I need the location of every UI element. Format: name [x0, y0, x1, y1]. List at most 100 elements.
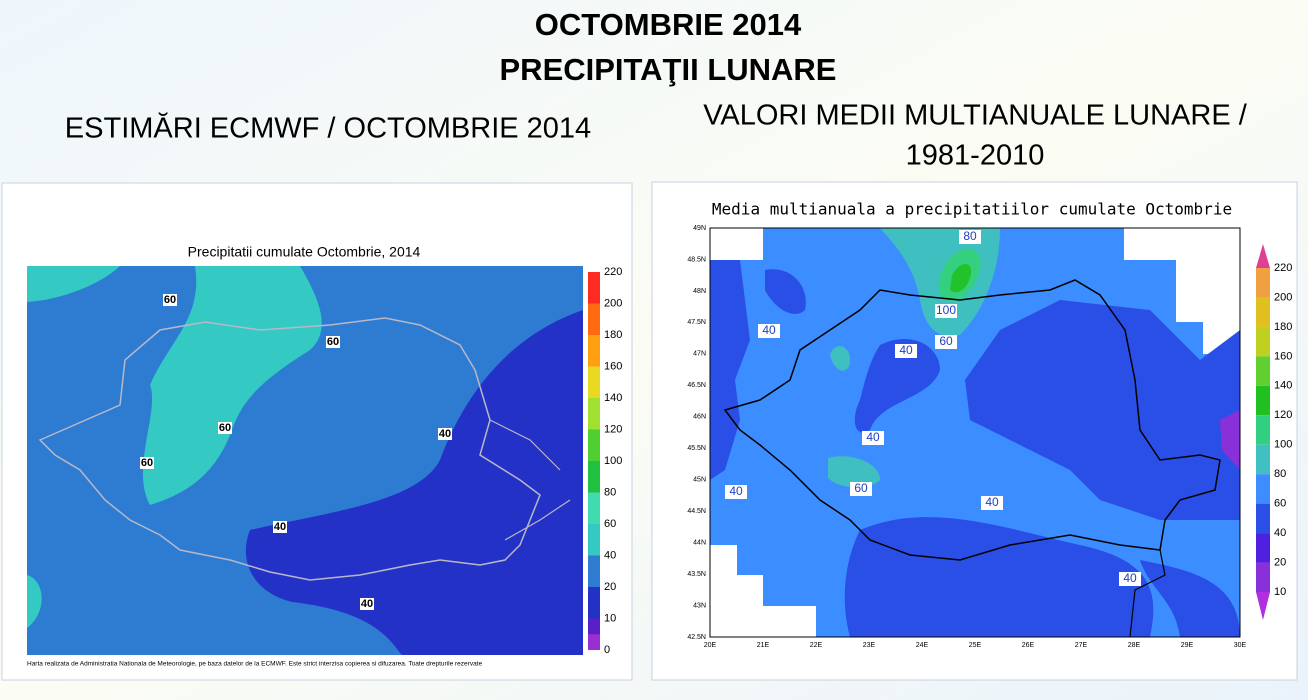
lat-label: 46N [693, 414, 706, 421]
label-box [935, 335, 957, 349]
colorbar-label: 40 [1274, 527, 1286, 539]
lat-label: 45N [693, 477, 706, 484]
color-band [1256, 268, 1270, 298]
right-heading: VALORI MEDII MULTIANUALE LUNARE / [703, 100, 1248, 132]
contour-label: 40 [1123, 571, 1137, 585]
colorbar-label: 160 [604, 360, 622, 372]
colorbar-label: 180 [1274, 321, 1292, 333]
right-colorbar: 220 200 180 160 140 120 100 80 60 40 20 10 [1256, 244, 1292, 620]
label-box [725, 485, 747, 499]
lon-label: 20E [704, 642, 717, 649]
color-band [1256, 356, 1270, 386]
color-end [1256, 592, 1270, 620]
color-band [588, 555, 600, 587]
label-box [360, 598, 374, 610]
color-band [1256, 415, 1270, 445]
colorbar-label: 20 [604, 581, 616, 593]
lon-label: 26E [1022, 642, 1035, 649]
colorbar-label: 200 [604, 297, 622, 309]
lat-label: 49N [693, 225, 706, 232]
color-band [1256, 326, 1270, 357]
lat-label: 48.5N [687, 256, 706, 263]
colorbar-label: 80 [604, 486, 616, 498]
color-band [588, 366, 600, 398]
field [27, 575, 42, 628]
colorbar-label: 10 [1274, 586, 1286, 598]
field [1140, 560, 1240, 637]
contour-label: 40 [274, 521, 286, 533]
lat-label: 47.5N [687, 319, 706, 326]
frame [709, 227, 1241, 638]
color-band [588, 272, 600, 304]
label-box [895, 344, 917, 358]
lon-label: 21E [757, 642, 770, 649]
color-band [588, 303, 600, 335]
right-heading: 1981-2010 [906, 140, 1045, 172]
border [723, 279, 1221, 561]
right-map [709, 227, 1241, 638]
right-axes: 49N 48.5N 48N 47.5N 47N 46.5N 46N 45.5N 45N 44.5N… [687, 225, 1246, 649]
contour-label: 40 [361, 598, 373, 610]
contour-label: 40 [729, 484, 743, 498]
contour-label: 60 [219, 422, 231, 434]
color-band [588, 587, 600, 619]
color-band [1256, 474, 1270, 504]
subtitle: PRECIPITAŢII LUNARE [500, 52, 837, 87]
no-data [710, 228, 1240, 637]
field [765, 269, 806, 314]
colorbar-label: 120 [1274, 409, 1292, 421]
colorbar-label: 120 [604, 423, 622, 435]
lat-label: 43.5N [687, 571, 706, 578]
lon-label: 23E [863, 642, 876, 649]
lon-label: 22E [810, 642, 823, 649]
colorbar-label: 160 [1274, 350, 1292, 362]
contour-label: 80 [963, 229, 977, 243]
color-band [1256, 297, 1270, 327]
colorbar-label: 10 [604, 612, 616, 624]
contour-label: 60 [854, 481, 868, 495]
color-band [588, 429, 600, 461]
footnote: Harta realizata de Administratia Nationa… [27, 661, 482, 668]
left-contour-labels: 60 60 60 60 40 40 40 [140, 294, 452, 610]
colorbar-label: 220 [604, 266, 622, 278]
contour-label: 40 [985, 495, 999, 509]
contour-label: 100 [936, 303, 956, 317]
colorbar-label: 220 [1274, 262, 1292, 274]
colorbar-label: 140 [1274, 380, 1292, 392]
colorbar-label: 140 [604, 392, 622, 404]
field [950, 263, 972, 293]
contour-label: 40 [866, 430, 880, 444]
label-box [862, 431, 884, 445]
field [854, 339, 940, 433]
colorbar-label: 200 [1274, 291, 1292, 303]
color-band [588, 335, 600, 367]
label-box [438, 428, 452, 440]
color-band [1256, 503, 1270, 534]
color-band [588, 492, 600, 524]
label-box [758, 324, 780, 338]
label-box [850, 482, 872, 496]
field [828, 456, 880, 488]
lat-label: 42.5N [687, 634, 706, 641]
color-band [1256, 533, 1270, 563]
colorbar-label: 100 [1274, 439, 1292, 451]
contour-label: 60 [327, 336, 339, 348]
color-band [1256, 385, 1270, 416]
lat-label: 44N [693, 539, 706, 546]
colorbar-label: 100 [604, 455, 622, 467]
border [38, 317, 541, 581]
contour-label: 60 [939, 334, 953, 348]
label-box [163, 294, 177, 306]
lat-label: 43N [693, 602, 706, 609]
colorbar-label: 20 [1274, 556, 1286, 568]
field [830, 345, 850, 371]
label-box [273, 521, 287, 533]
lat-label: 46.5N [687, 382, 706, 389]
lon-label: 28E [1128, 642, 1141, 649]
color-end [1256, 244, 1270, 268]
lat-label: 47N [693, 351, 706, 358]
contour-label: 40 [439, 428, 451, 440]
label-box [218, 422, 232, 434]
contour-label: 40 [762, 323, 776, 337]
colorbar-label: 0 [604, 644, 610, 656]
